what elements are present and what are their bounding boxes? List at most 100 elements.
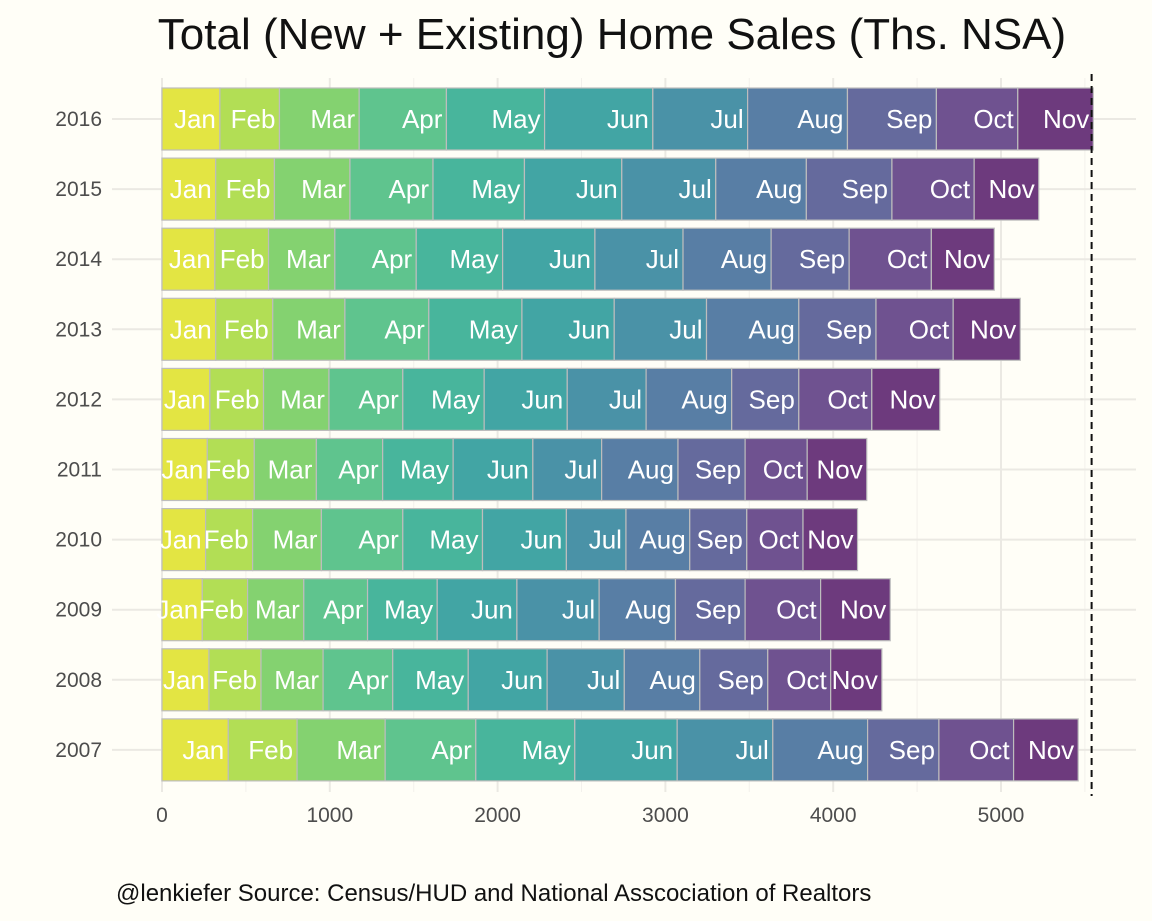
segment-label: May [415,665,464,695]
segment-label: Jan [170,314,212,344]
segment-label: Oct [827,384,868,414]
segment-label: Feb [212,665,257,695]
segment-label: Jan [164,384,206,414]
bar-segment [846,87,937,151]
bar-segment [161,227,216,291]
bar-segment [806,437,868,502]
bar-segment [1012,718,1079,782]
bar-segment [344,297,430,361]
bar-segment [938,718,1015,782]
segment-label: Nov [832,665,878,695]
bar-segment [436,578,518,642]
y-tick-label: 2007 [55,739,102,762]
bar-segment [161,648,210,712]
bar-segment [161,718,229,782]
segment-label: Apr [389,174,430,204]
bar-segment [205,508,254,572]
segment-label: May [429,525,478,555]
segment-label: Feb [231,104,276,134]
bar-segment [705,297,800,361]
bar-segment [772,718,869,782]
segment-label: Oct [887,244,928,274]
bar-segment [214,227,270,291]
bar-segment [445,87,546,151]
segment-label: Feb [204,525,249,555]
bar-segment [303,578,369,642]
segment-label: Oct [969,735,1010,765]
segment-label: May [400,455,449,485]
bar-segment [273,157,351,221]
bar-segment [875,297,954,361]
segment-label: Nov [840,595,886,625]
bar-segment [523,157,623,221]
bar-segment [625,508,691,572]
segment-label: Jul [669,314,702,344]
bar-segment [215,157,276,221]
segment-label: Mar [310,104,355,134]
bar-segment [262,367,330,431]
segment-label: Feb [205,455,250,485]
segment-label: Nov [817,455,863,485]
bar-segment [767,648,832,712]
segment-label: Feb [224,314,269,344]
bar-segment [267,227,336,291]
segment-label: May [384,595,433,625]
bar-segment [689,508,748,572]
bar-segment [382,437,454,502]
bar-segment [802,508,859,572]
segment-label: Sep [889,735,935,765]
segment-label: Jun [487,455,529,485]
segment-label: Aug [756,174,802,204]
segment-label: Jul [678,174,711,204]
segment-label: Jul [736,735,769,765]
segment-label: Sep [697,525,743,555]
segment-label: Jun [607,104,649,134]
bar-segment [358,87,448,151]
bar-segment [209,367,265,431]
segment-label: Oct [930,174,971,204]
bar-segment [481,508,567,572]
segment-label: Jan [161,455,203,485]
y-tick-label: 2009 [55,599,102,622]
bar-segment [432,157,526,221]
segment-label: Apr [372,244,413,274]
bar-segment [260,648,324,712]
bar-segment [161,87,221,151]
segment-label: Jun [471,595,513,625]
bar-segment [161,297,217,361]
bar-segment [744,437,808,502]
segment-label: Oct [763,455,804,485]
bar-segment [891,157,975,221]
segment-label: Sep [695,455,741,485]
segment-label: Aug [639,525,685,555]
segment-label: Jul [589,525,622,555]
bar-segment [161,157,217,221]
bar-segment [161,437,208,502]
x-tick-label: 1000 [306,804,353,827]
bar-segment [161,508,207,572]
segment-label: Oct [909,314,950,344]
segment-label: Jun [631,735,673,765]
bar-segment [574,718,678,782]
segment-label: May [522,735,571,765]
segment-label: Feb [226,174,271,204]
segment-label: Sep [717,665,763,695]
segment-label: Oct [973,104,1014,134]
segment-label: Jun [576,174,618,204]
segment-label: Mar [296,314,341,344]
bar-segment [296,718,386,782]
segment-label: Mar [273,525,318,555]
segment-label: Aug [650,665,696,695]
y-tick-label: 2012 [55,388,102,411]
segment-label: Jan [182,735,224,765]
bar-segment [532,437,603,502]
y-tick-label: 2008 [55,669,102,692]
bar-segment [805,157,893,221]
bar-segment [676,718,774,782]
segment-label: Jan [160,525,202,555]
x-tick-label: 5000 [978,804,1025,827]
segment-label: Sep [842,174,888,204]
segment-label: Feb [220,244,265,274]
segment-label: May [491,104,540,134]
